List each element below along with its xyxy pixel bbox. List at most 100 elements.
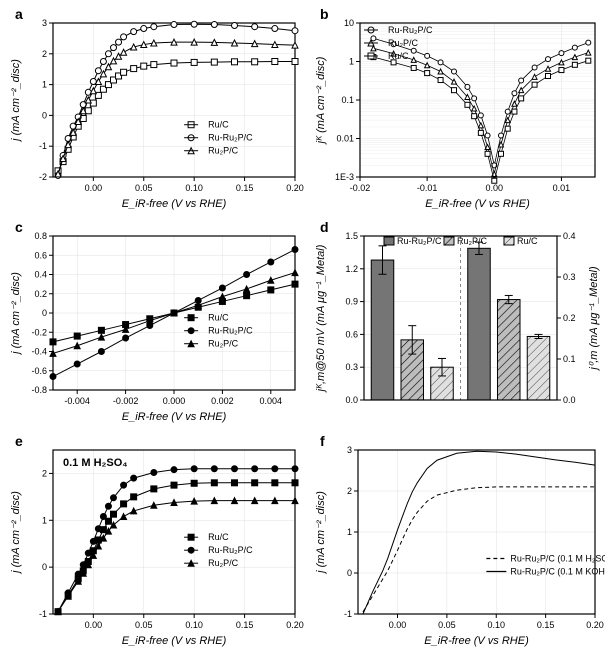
svg-text:0.20: 0.20 [586, 620, 604, 630]
svg-text:Ru₂P/C: Ru₂P/C [457, 236, 488, 246]
svg-text:0.20: 0.20 [286, 183, 304, 193]
svg-text:Ru/C: Ru/C [208, 120, 229, 130]
svg-text:-1: -1 [344, 609, 352, 619]
svg-text:0: 0 [42, 308, 47, 318]
svg-text:0.2: 0.2 [34, 289, 47, 299]
svg-text:jᴷ (mA cm⁻²_disc): jᴷ (mA cm⁻²_disc) [315, 56, 327, 145]
svg-text:E_iR-free (V vs RHE): E_iR-free (V vs RHE) [122, 411, 227, 423]
svg-text:j (mA cm⁻²_disc): j (mA cm⁻²_disc) [10, 59, 22, 143]
svg-text:0.10: 0.10 [185, 620, 203, 630]
svg-text:0.10: 0.10 [185, 183, 203, 193]
svg-text:Ru/C: Ru/C [517, 236, 538, 246]
svg-text:0: 0 [42, 110, 47, 120]
svg-text:j (mA cm⁻²_disc): j (mA cm⁻²_disc) [10, 272, 22, 356]
svg-text:-0.6: -0.6 [31, 366, 47, 376]
svg-text:0.6: 0.6 [345, 329, 358, 339]
svg-text:0.1 M H₂SO₄: 0.1 M H₂SO₄ [63, 457, 128, 469]
svg-text:1: 1 [349, 57, 354, 67]
svg-text:0.4: 0.4 [34, 270, 47, 280]
svg-text:f: f [320, 433, 325, 449]
svg-text:j (mA cm⁻²_disc): j (mA cm⁻²_disc) [10, 491, 22, 575]
svg-text:0.15: 0.15 [236, 183, 254, 193]
svg-text:1.5: 1.5 [345, 231, 358, 241]
svg-text:0.004: 0.004 [260, 396, 283, 406]
svg-text:-0.02: -0.02 [350, 183, 371, 193]
svg-text:0.01: 0.01 [553, 183, 571, 193]
svg-text:a: a [15, 6, 23, 22]
svg-text:Ru-Ru₂P/C (0.1 M H₂SO₄): Ru-Ru₂P/C (0.1 M H₂SO₄) [510, 554, 605, 564]
svg-text:Ru-Ru₂P/C: Ru-Ru₂P/C [397, 236, 442, 246]
svg-text:Ru₂P/C: Ru₂P/C [208, 558, 239, 568]
svg-text:Ru-Ru₂P/C (0.1 M KOH): Ru-Ru₂P/C (0.1 M KOH) [510, 567, 605, 577]
svg-text:0.0: 0.0 [345, 395, 358, 405]
svg-text:0.1: 0.1 [563, 354, 576, 364]
svg-text:E_iR-free (V vs RHE): E_iR-free (V vs RHE) [425, 198, 530, 210]
svg-text:0.15: 0.15 [537, 620, 555, 630]
svg-text:j⁰,m (mA μg⁻¹_Metal): j⁰,m (mA μg⁻¹_Metal) [588, 266, 600, 372]
svg-text:E_iR-free (V vs RHE): E_iR-free (V vs RHE) [424, 635, 529, 647]
svg-text:d: d [320, 219, 329, 235]
svg-text:Ru₂P/C: Ru₂P/C [208, 146, 239, 156]
svg-text:b: b [320, 6, 329, 22]
svg-text:E_iR-free (V vs RHE): E_iR-free (V vs RHE) [122, 635, 227, 647]
svg-text:0.05: 0.05 [438, 620, 456, 630]
svg-text:-1: -1 [39, 609, 47, 619]
svg-text:j (mA cm⁻²_disc): j (mA cm⁻²_disc) [315, 491, 327, 575]
svg-text:0.8: 0.8 [34, 231, 47, 241]
svg-text:0.3: 0.3 [563, 272, 576, 282]
svg-text:1E-3: 1E-3 [335, 172, 354, 182]
svg-text:2: 2 [42, 468, 47, 478]
svg-text:0.000: 0.000 [163, 396, 186, 406]
svg-text:-1: -1 [39, 141, 47, 151]
svg-text:1.2: 1.2 [345, 264, 358, 274]
svg-text:-2: -2 [39, 172, 47, 182]
svg-text:0.15: 0.15 [236, 620, 254, 630]
svg-text:0.2: 0.2 [563, 313, 576, 323]
svg-text:Ru/C: Ru/C [208, 313, 229, 323]
svg-text:1: 1 [42, 80, 47, 90]
svg-text:3: 3 [347, 445, 352, 455]
svg-text:0.00: 0.00 [85, 183, 103, 193]
svg-text:1: 1 [42, 515, 47, 525]
svg-text:Ru-Ru₂P/C: Ru-Ru₂P/C [208, 545, 253, 555]
svg-text:0.6: 0.6 [34, 250, 47, 260]
svg-text:Ru₂P/C: Ru₂P/C [208, 339, 239, 349]
svg-text:0.10: 0.10 [487, 620, 505, 630]
svg-text:0.0: 0.0 [563, 395, 576, 405]
svg-text:1: 1 [347, 527, 352, 537]
svg-text:0.4: 0.4 [563, 231, 576, 241]
svg-text:0.20: 0.20 [286, 620, 304, 630]
svg-text:0: 0 [347, 568, 352, 578]
svg-text:0: 0 [42, 562, 47, 572]
svg-text:0.002: 0.002 [211, 396, 234, 406]
svg-text:-0.4: -0.4 [31, 347, 47, 357]
svg-text:0.00: 0.00 [85, 620, 103, 630]
svg-text:0.05: 0.05 [135, 183, 153, 193]
svg-text:2: 2 [347, 486, 352, 496]
svg-text:c: c [15, 219, 23, 235]
svg-text:0.3: 0.3 [345, 362, 358, 372]
svg-text:-0.004: -0.004 [64, 396, 90, 406]
svg-text:e: e [15, 433, 23, 449]
svg-text:Ru/C: Ru/C [208, 532, 229, 542]
svg-text:0.9: 0.9 [345, 297, 358, 307]
svg-text:-0.2: -0.2 [31, 327, 47, 337]
svg-text:-0.002: -0.002 [113, 396, 139, 406]
svg-text:-0.8: -0.8 [31, 385, 47, 395]
svg-text:10: 10 [344, 18, 354, 28]
svg-text:-0.01: -0.01 [417, 183, 438, 193]
svg-text:0.01: 0.01 [336, 134, 354, 144]
svg-text:E_iR-free (V vs RHE): E_iR-free (V vs RHE) [122, 198, 227, 210]
svg-text:Ru-Ru₂P/C: Ru-Ru₂P/C [208, 133, 253, 143]
svg-text:2: 2 [42, 49, 47, 59]
svg-text:jᴷ,m@50 mV (mA μg⁻¹_Metal): jᴷ,m@50 mV (mA μg⁻¹_Metal) [315, 244, 327, 393]
svg-text:3: 3 [42, 18, 47, 28]
svg-text:Ru/C: Ru/C [388, 51, 409, 61]
svg-text:0.00: 0.00 [389, 620, 407, 630]
svg-text:0.1: 0.1 [341, 95, 354, 105]
svg-text:0.00: 0.00 [486, 183, 504, 193]
svg-text:0.05: 0.05 [135, 620, 153, 630]
svg-text:Ru-Ru₂P/C: Ru-Ru₂P/C [208, 326, 253, 336]
svg-text:Ru₂P/C: Ru₂P/C [388, 38, 419, 48]
svg-text:Ru-Ru₂P/C: Ru-Ru₂P/C [388, 25, 433, 35]
